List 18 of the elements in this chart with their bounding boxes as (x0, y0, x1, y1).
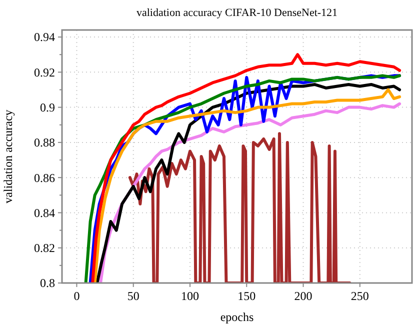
line-series (128, 132, 352, 283)
y-tick-label: 0.9 (40, 100, 55, 115)
x-tick-label: 200 (294, 289, 312, 303)
y-tick-label: 0.82 (34, 241, 55, 256)
x-tick-label: 250 (350, 289, 369, 303)
x-tick-label: 50 (127, 289, 140, 303)
y-tick-label: 0.92 (34, 65, 55, 80)
y-tick-label: 0.88 (34, 136, 55, 150)
y-tick-label: 0.84 (34, 206, 55, 220)
chart-title: validation accuracy CIFAR-10 DenseNet-121 (136, 7, 338, 19)
y-tick-label: 0.8 (40, 276, 55, 290)
x-tick-label: 100 (180, 289, 199, 303)
y-tick-label: 0.86 (34, 170, 55, 185)
x-tick-label: 150 (238, 289, 256, 303)
y-tick-label: 0.94 (34, 30, 55, 44)
x-tick-label: 0 (74, 289, 80, 303)
x-axis-title: epochs (220, 310, 254, 324)
y-axis-title: validation accuracy (1, 110, 15, 204)
